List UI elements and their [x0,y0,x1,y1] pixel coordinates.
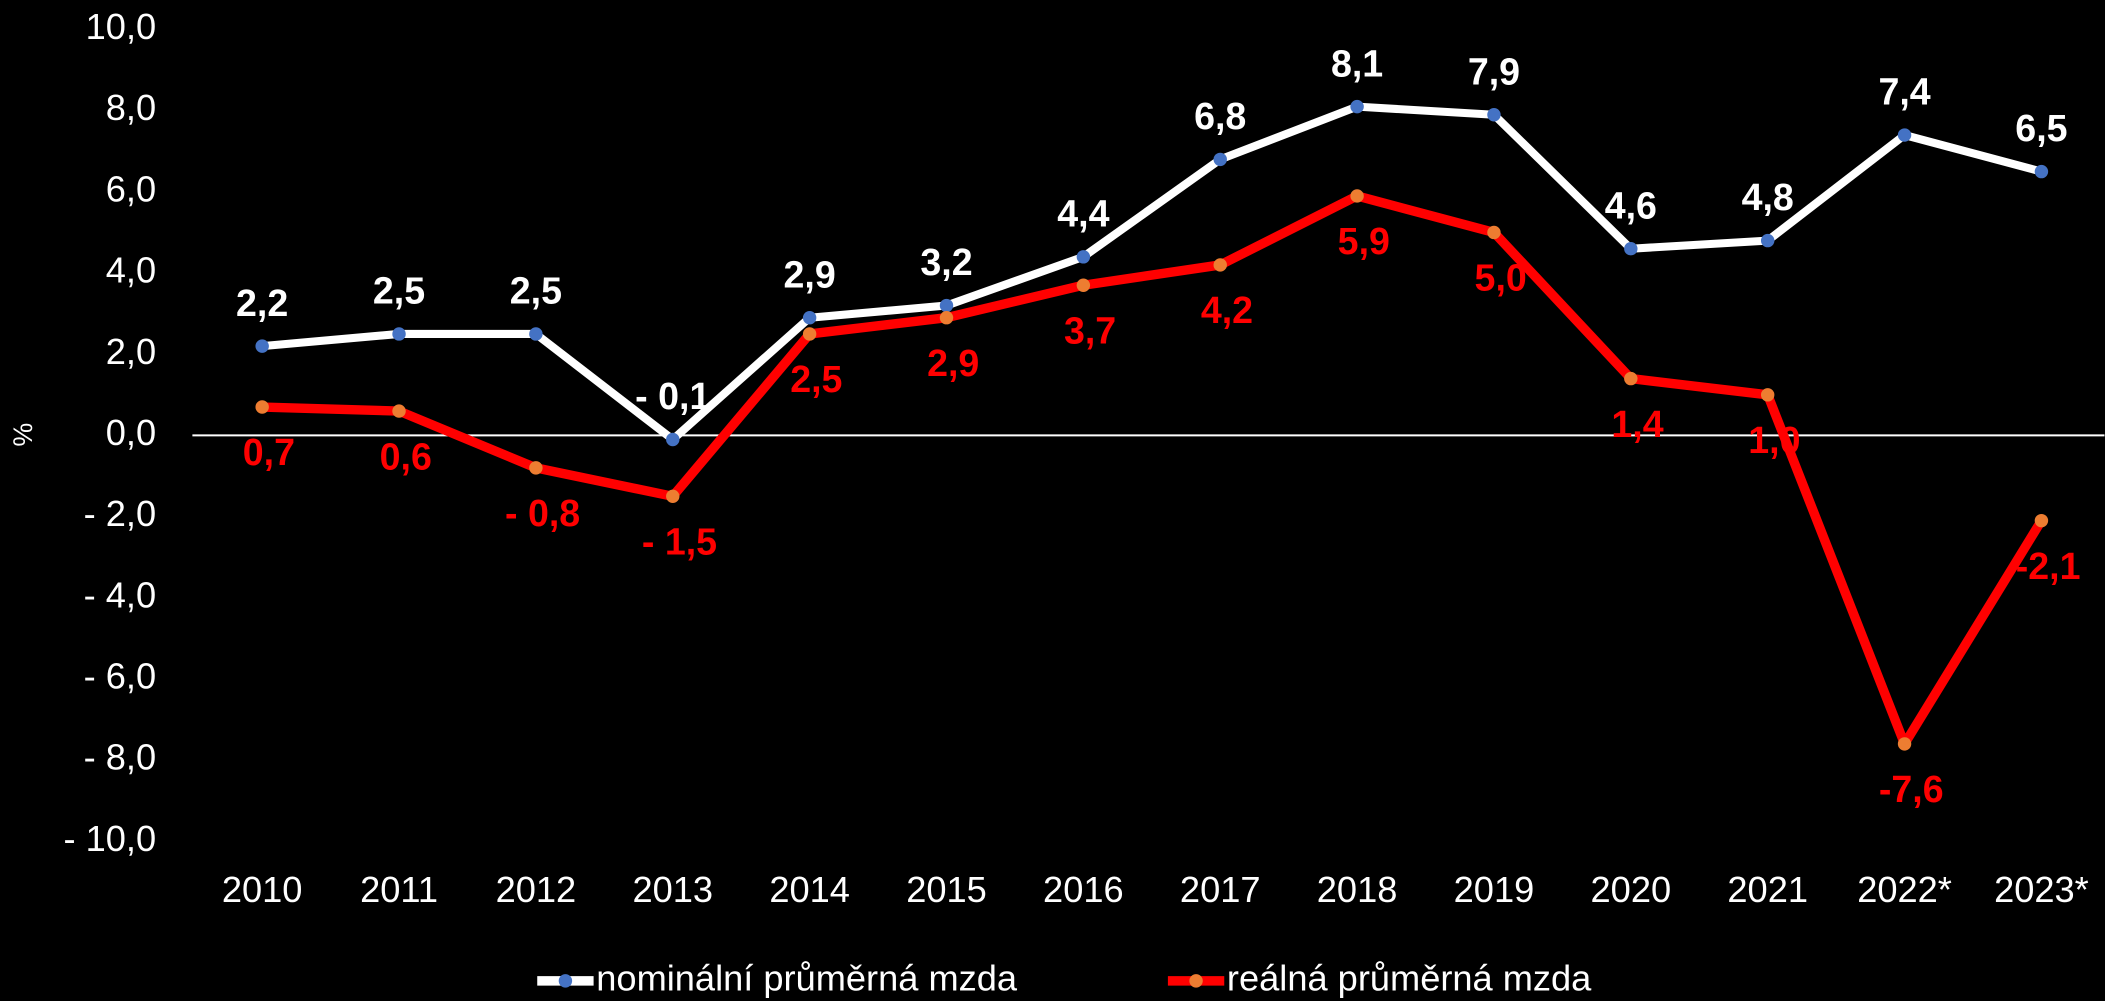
data-label: -7,6 [1879,768,1944,810]
point [1760,233,1775,248]
series-line [262,191,2046,749]
point [529,461,543,475]
data-label: -2,1 [2016,545,2081,587]
data-label: 0,7 [243,431,295,473]
point [1350,189,1364,203]
y-axis-label: % [8,423,38,447]
legend-label: reálná průměrná mzda [1227,957,1592,998]
y-tick-label: 6,0 [106,168,156,209]
data-label: 2,9 [784,253,836,295]
data-label: 2,9 [927,342,979,384]
legend-marker [558,974,573,988]
point [939,311,954,325]
data-label: - 1,5 [642,521,717,563]
data-label: 3,7 [1064,309,1116,351]
data-label: 1,4 [1611,403,1663,445]
y-tick-label: 2,0 [106,331,156,372]
data-label: 2,5 [510,270,562,312]
point [1624,241,1638,256]
point [666,432,680,447]
y-tick-label: 8,0 [106,87,156,128]
point [2034,513,2049,528]
x-tick-label: 2019 [1454,869,1535,910]
data-label: 4,6 [1605,184,1657,226]
x-tick-label: 2015 [906,869,987,910]
data-label: 2,5 [790,358,842,400]
series-line [261,102,2043,444]
x-tick-label: 2020 [1591,869,1672,910]
point [1076,250,1091,264]
y-tick-label: - 2,0 [84,493,156,534]
point [1760,388,1775,402]
x-tick-label: 2012 [496,869,577,910]
data-label: 5,0 [1475,257,1527,299]
y-tick-label: - 8,0 [84,737,156,778]
data-label: 2,2 [236,282,288,324]
point [529,327,543,341]
data-label: 0,6 [380,435,432,477]
x-tick-label: 2014 [769,869,850,910]
y-tick-label: 10,0 [86,6,156,47]
data-label: 5,9 [1338,220,1390,262]
point [1624,371,1638,386]
y-tick-label: 0,0 [106,412,156,453]
point [666,489,680,504]
point [802,327,817,341]
point [1487,225,1501,240]
x-tick-label: 2011 [360,869,438,910]
x-tick-label: 2010 [222,869,303,910]
data-label: 3,2 [920,241,972,283]
point [1076,278,1091,292]
data-label: 7,9 [1468,50,1520,92]
x-tick-label: 2018 [1317,869,1398,910]
y-tick-label: 4,0 [106,250,156,291]
data-label: 8,1 [1331,42,1383,84]
x-tick-label: 2023* [1994,869,2089,910]
y-tick-label: - 10,0 [64,818,157,859]
legend-marker [1189,974,1203,988]
point [1487,108,1501,122]
point [1350,99,1364,114]
point [1213,152,1227,167]
point [1897,128,1912,142]
x-tick-label: 2016 [1043,869,1124,910]
point [255,339,269,353]
point [939,298,954,313]
point [392,404,406,418]
point [1213,258,1227,272]
x-tick-label: 2017 [1180,869,1261,910]
x-tick-label: 2013 [632,869,713,910]
point [802,311,817,325]
point [255,400,269,414]
data-label: 1,0 [1748,419,1800,461]
y-tick-label: - 6,0 [84,656,156,697]
point [2034,164,2049,179]
legend-label: nominální průměrná mzda [596,957,1018,998]
data-label: 4,2 [1201,289,1253,331]
data-label: 7,4 [1878,71,1930,113]
data-label: 6,5 [2015,107,2067,149]
y-tick-label: - 4,0 [84,574,156,615]
x-tick-label: 2021 [1727,869,1808,910]
point [1897,737,1912,751]
data-label: - 0,1 [635,375,710,417]
data-label: 2,5 [373,270,425,312]
data-label: 4,8 [1742,176,1794,218]
point [392,327,406,341]
data-label: 4,4 [1057,192,1109,234]
data-label: - 0,8 [505,492,580,534]
x-tick-label: 2022* [1857,869,1952,910]
data-label: 6,8 [1194,95,1246,137]
